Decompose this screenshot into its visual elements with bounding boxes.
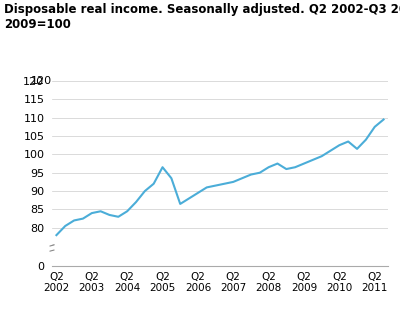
Text: Disposable real income. Seasonally adjusted. Q2 2002-Q3 2011.
2009=100: Disposable real income. Seasonally adjus… (4, 3, 400, 31)
Text: 120: 120 (31, 76, 52, 86)
